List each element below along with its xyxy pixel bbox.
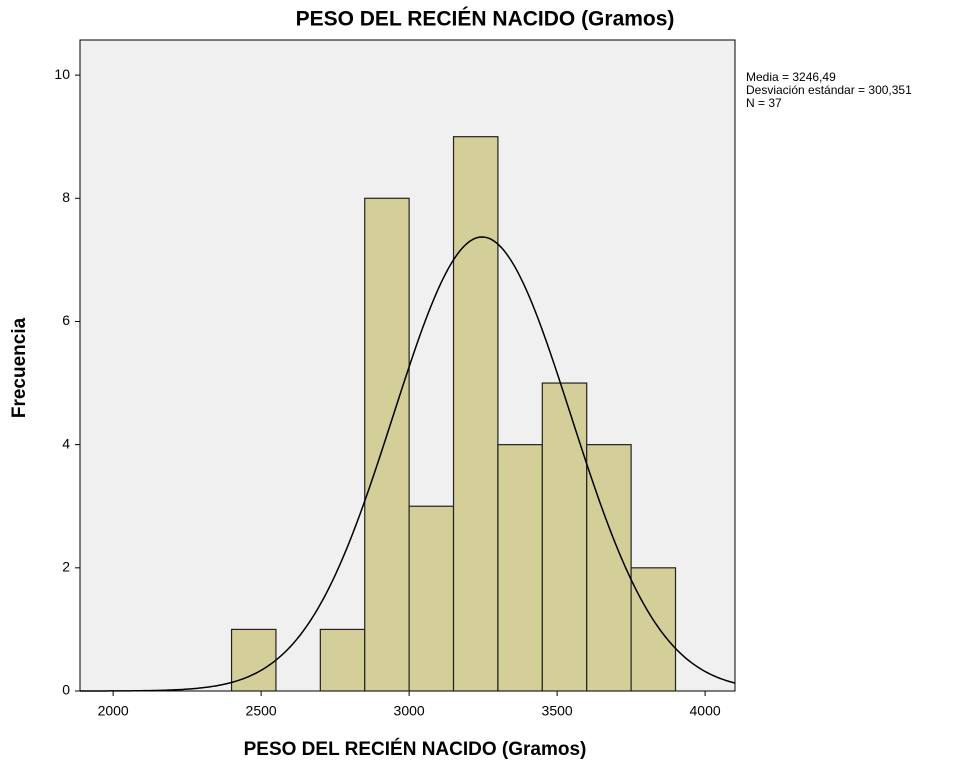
x-tick-label: 2500 [246, 703, 277, 719]
stat-label: Media = 3246,49 [746, 70, 836, 84]
bar [630, 567, 677, 692]
y-tick-label: 10 [54, 66, 70, 82]
y-tick-label: 4 [62, 435, 70, 451]
bar [497, 444, 543, 692]
normal-curve [80, 236, 736, 692]
x-tick-label: 2000 [98, 703, 129, 719]
stat-label: Desviación estándar = 300,351 [746, 83, 912, 97]
stat-label: N = 37 [746, 96, 782, 110]
bar [452, 136, 499, 692]
x-tick-label: 3500 [542, 703, 573, 719]
y-tick-label: 6 [62, 312, 70, 328]
y-tick-label: 2 [62, 559, 70, 575]
y-axis-label: Frecuencia [9, 317, 30, 418]
y-tick-label: 8 [62, 189, 70, 205]
bar [408, 505, 455, 692]
x-axis-label: PESO DEL RECIÉN NACIDO (Gramos) [244, 738, 587, 760]
bar [541, 382, 588, 692]
chart-title: PESO DEL RECIÉN NACIDO (Gramos) [296, 8, 675, 31]
bar [319, 628, 366, 692]
bar [230, 628, 277, 692]
x-tick-label: 3000 [394, 703, 425, 719]
x-tick-label: 4000 [690, 703, 721, 719]
bar [364, 197, 410, 692]
y-tick-label: 0 [62, 682, 70, 698]
